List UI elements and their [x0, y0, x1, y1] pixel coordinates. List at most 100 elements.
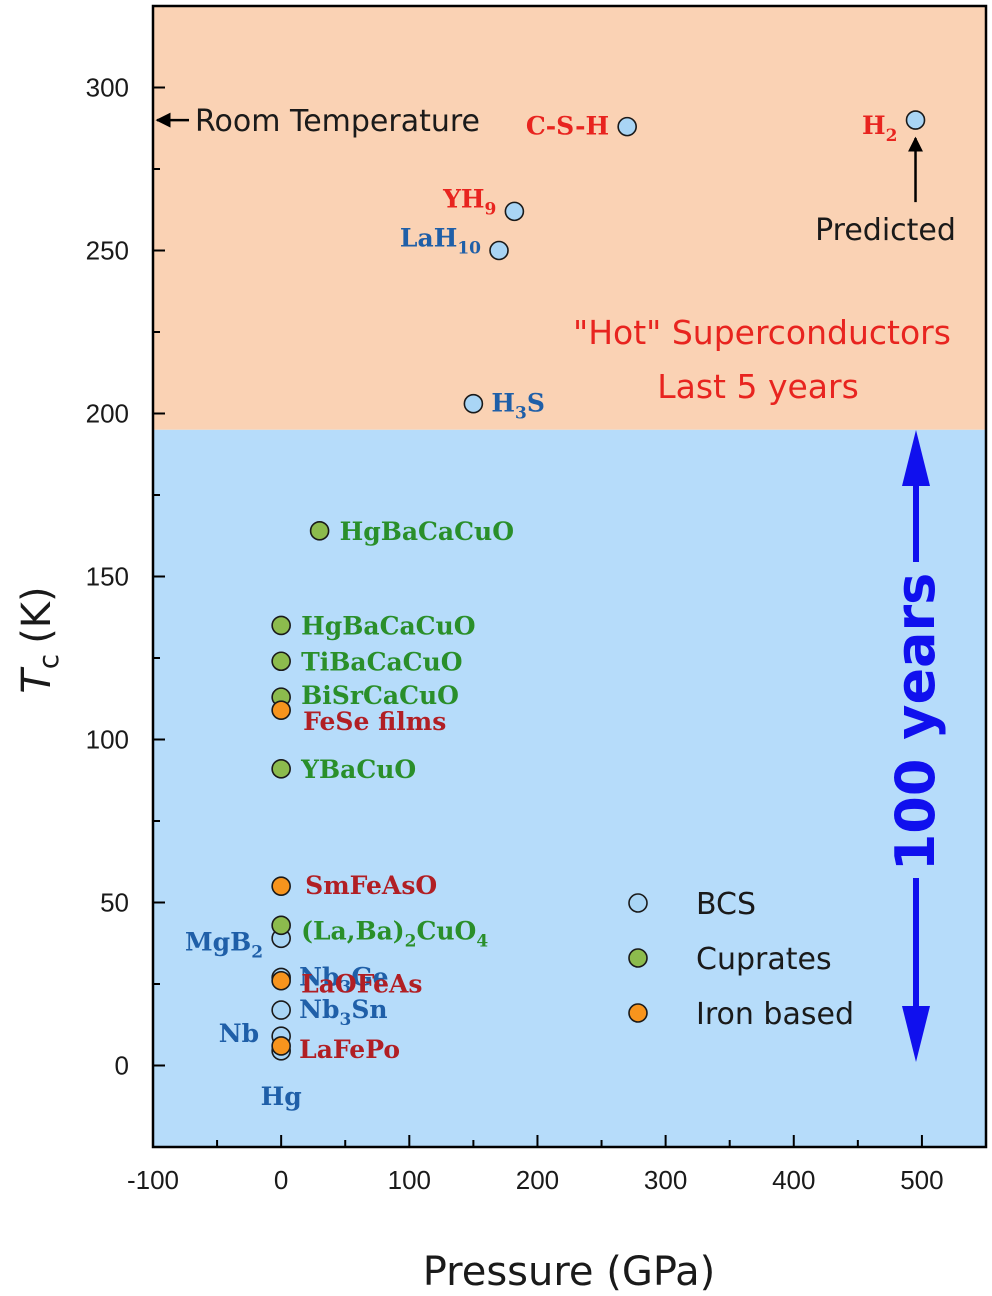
hundred-years-arrow-up-head — [902, 430, 930, 486]
y-tick-label: 250 — [86, 236, 129, 266]
point-label: TiBaCaCuO — [301, 647, 462, 676]
point-label-subscript: 2 — [405, 931, 417, 951]
room-temperature-label: Room Temperature — [195, 104, 480, 139]
hundred-years-label: 100 years — [884, 573, 947, 872]
data-points — [271, 110, 926, 1061]
data-point-cuprates — [271, 651, 291, 672]
point-label-text: C-S-H — [526, 112, 609, 141]
legend: BCS Cuprates Iron based — [628, 887, 854, 1032]
point-label-subscript: 10 — [457, 239, 481, 259]
data-point-bcs — [489, 240, 509, 261]
point-label-text: LaH — [400, 224, 457, 253]
y-axis-label-sub: c — [32, 654, 65, 669]
point-label: SmFeAsO — [305, 871, 437, 900]
point-label: C-S-H — [526, 112, 609, 141]
legend-marker — [628, 893, 648, 913]
hot-superconductors-line1: "Hot" Superconductors — [573, 313, 951, 352]
hundred-years-arrow-down-head — [902, 1006, 930, 1062]
background-region-0 — [153, 6, 986, 430]
point-label-text: BiSrCaCuO — [301, 681, 459, 710]
point-label-text: H — [862, 111, 886, 140]
point-label: Nb3Ge — [299, 962, 388, 997]
point-label-text: HgBaCaCuO — [301, 611, 475, 640]
data-point-bcs — [617, 116, 637, 137]
point-label-subscript: 9 — [485, 199, 497, 219]
point-label-tail: Sn — [351, 995, 387, 1024]
point-label-subscript: 3 — [339, 1010, 351, 1030]
hot-superconductors-line2: Last 5 years — [657, 367, 859, 406]
y-tick-label: 200 — [86, 399, 129, 429]
x-tick-label: -100 — [127, 1165, 179, 1195]
point-label-text: FeSe films — [303, 707, 446, 736]
point-label: YBaCuO — [300, 755, 416, 784]
point-label-subscript-2: 4 — [476, 931, 488, 951]
y-axis-label-unit: (K) — [14, 586, 60, 643]
point-label-text: LaFePo — [299, 1035, 400, 1064]
data-point-iron-based — [271, 876, 291, 897]
point-label-text: HgBaCaCuO — [340, 517, 514, 546]
data-point-cuprates — [271, 615, 291, 636]
background-regions — [153, 6, 986, 1147]
y-axis-label-main: T — [14, 666, 60, 694]
predicted-label: Predicted — [815, 213, 956, 248]
data-point-labels: C-S-H H2YH9LaH10H3SMgB2Nb3GeNb3SnNbHgHgBa… — [185, 111, 898, 1111]
point-label: LaFePo — [299, 1035, 400, 1064]
point-label: Nb3Sn — [299, 995, 387, 1030]
point-label: Nb — [219, 1019, 259, 1048]
x-tick-label: 200 — [516, 1165, 559, 1195]
point-label-text: SmFeAsO — [305, 871, 437, 900]
point-label-text: (La,Ba) — [301, 916, 404, 945]
predicted-annotation: Predicted — [815, 136, 956, 248]
point-label: YH9 — [442, 184, 496, 219]
y-axis-label: Tc (K) — [14, 586, 65, 693]
axis-tick-labels: -100 0 100 200 300 400 500 0 50 100 150 200 250 300 — [86, 73, 944, 1196]
point-label: LaOFeAs — [301, 970, 422, 999]
point-label-subscript: 3 — [339, 977, 351, 997]
legend-label: BCS — [696, 887, 756, 922]
x-tick-label: 0 — [274, 1165, 288, 1195]
legend-marker — [628, 1003, 648, 1023]
legend-label: Cuprates — [696, 942, 832, 977]
data-point-cuprates — [271, 759, 291, 779]
point-label: (La,Ba)2CuO4 — [301, 916, 488, 951]
point-label: Hg — [261, 1082, 302, 1111]
point-label: H2 — [862, 111, 897, 146]
point-label-text: YBaCuO — [300, 755, 416, 784]
data-point-iron-based — [271, 1036, 291, 1056]
data-point-cuprates — [309, 521, 330, 541]
point-label: HgBaCaCuO — [301, 611, 475, 640]
y-tick-label: 50 — [100, 888, 129, 918]
hundred-years-annotation: 100 years — [884, 430, 947, 1062]
point-label-text: YH — [442, 184, 484, 213]
point-label-text: H — [491, 389, 515, 418]
x-tick-label: 300 — [644, 1165, 687, 1195]
room-temperature-annotation: Room Temperature — [155, 104, 480, 139]
x-tick-label: 500 — [900, 1165, 943, 1195]
data-point-bcs — [905, 110, 926, 130]
data-point-cuprates — [271, 915, 291, 936]
y-tick-label: 300 — [86, 73, 129, 103]
point-label-text: LaOFeAs — [301, 970, 422, 999]
data-point-bcs — [463, 393, 484, 414]
point-label-subscript: 2 — [251, 942, 263, 962]
point-label-text: TiBaCaCuO — [301, 647, 462, 676]
y-tick-label: 150 — [86, 562, 129, 592]
x-tick-label: 400 — [772, 1165, 815, 1195]
axis-ticks — [152, 5, 987, 1148]
point-label: BiSrCaCuO — [301, 681, 459, 710]
data-point-bcs — [271, 1000, 291, 1020]
point-label-subscript: 2 — [886, 126, 898, 146]
point-label-text: Hg — [261, 1082, 302, 1111]
point-label-text: MgB — [185, 927, 251, 956]
point-label: FeSe films — [303, 707, 446, 736]
point-label: H3S — [491, 389, 545, 424]
point-label-tail: S — [527, 389, 545, 418]
svg-text:Tc(K): Tc (K) — [14, 586, 65, 693]
point-label-tail: Ge — [351, 962, 388, 991]
legend-label: Iron based — [696, 997, 854, 1032]
point-label-text: Nb — [299, 995, 339, 1024]
point-label-text: Nb — [299, 962, 339, 991]
background-region-1 — [153, 429, 986, 1147]
point-label-tail: CuO — [416, 916, 476, 945]
